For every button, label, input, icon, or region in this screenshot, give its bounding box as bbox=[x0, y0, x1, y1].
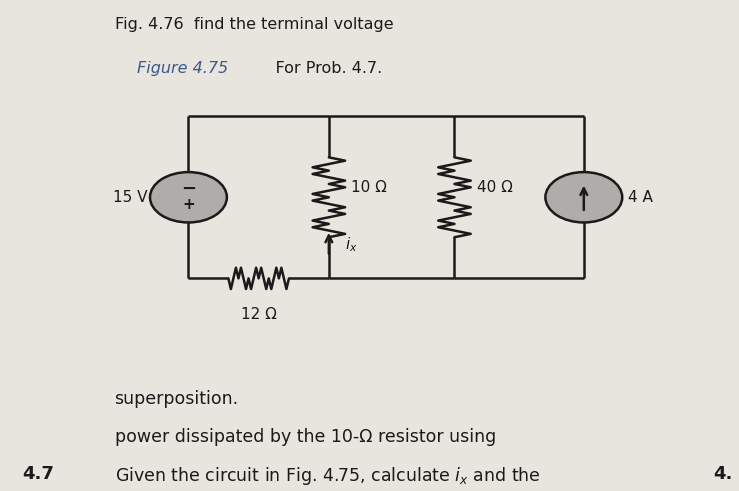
Text: 10 Ω: 10 Ω bbox=[351, 180, 387, 195]
Text: Fig. 4.76  find the terminal voltage: Fig. 4.76 find the terminal voltage bbox=[115, 17, 393, 32]
Text: Figure 4.75: Figure 4.75 bbox=[137, 60, 228, 76]
Circle shape bbox=[150, 172, 227, 222]
Text: power dissipated by the 10-Ω resistor using: power dissipated by the 10-Ω resistor us… bbox=[115, 429, 496, 446]
Text: superposition.: superposition. bbox=[115, 390, 239, 408]
Text: −: − bbox=[181, 180, 196, 197]
Text: Given the circuit in Fig. 4.75, calculate $i_x$ and the: Given the circuit in Fig. 4.75, calculat… bbox=[115, 465, 540, 487]
Text: 4.7: 4.7 bbox=[22, 465, 54, 483]
Text: +: + bbox=[182, 196, 195, 212]
Text: 4.: 4. bbox=[713, 465, 732, 483]
Text: 12 Ω: 12 Ω bbox=[241, 307, 276, 322]
Text: 15 V: 15 V bbox=[113, 190, 148, 205]
Circle shape bbox=[545, 172, 622, 222]
Text: 4 A: 4 A bbox=[628, 190, 653, 205]
Text: $i_x$: $i_x$ bbox=[345, 235, 358, 254]
Text: For Prob. 4.7.: For Prob. 4.7. bbox=[255, 60, 382, 76]
Text: 40 Ω: 40 Ω bbox=[477, 180, 513, 195]
